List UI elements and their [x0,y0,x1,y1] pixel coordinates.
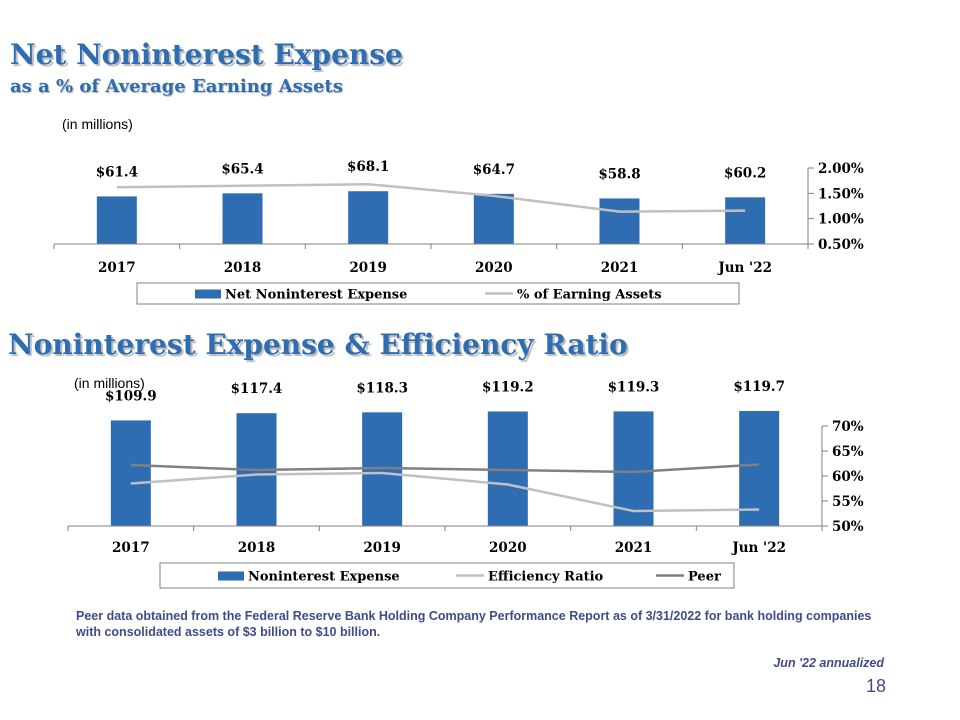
chart2-bar [739,411,780,526]
chart1-legend-label: % of Earning Assets [517,288,662,303]
chart1-bar-label: $60.2 [724,165,766,181]
chart2-y-right-tick-label: 50% [832,519,864,535]
chart1-bar [222,193,263,244]
chart2-category-label: 2020 [489,540,527,556]
chart1-bar [725,197,766,244]
chart1-units-label: (in millions) [62,116,133,132]
chart2-legend-label: Noninterest Expense [248,570,400,585]
chart1-bar-label: $58.8 [598,166,640,182]
chart2-category-label: 2018 [238,540,276,556]
chart1-bar-label: $65.4 [221,161,263,177]
chart2-category-label: 2021 [615,540,653,556]
chart1-category-label: 2020 [475,260,513,276]
chart1-category-label: 2018 [224,260,262,276]
chart1-legend-label: Net Noninterest Expense [225,288,407,303]
chart1-bar-label: $61.4 [96,164,138,180]
chart2-bar-label: $109.9 [105,388,157,404]
chart1-bar [96,196,137,244]
chart1-bar [473,193,514,244]
chart1-y-right-tick-label: 2.00% [818,161,864,177]
chart1-legend-swatch-bar [195,289,221,299]
chart1-category-label: 2017 [98,260,136,276]
chart2-units-label: (in millions) [74,375,145,391]
chart2-bar-label: $119.2 [482,379,534,395]
chart2-legend-label: Efficiency Ratio [488,570,604,585]
page-number: 18 [865,676,886,696]
chart2-y-right-tick-label: 65% [832,444,864,460]
chart1-category-label: 2019 [349,260,387,276]
chart1-series-line-1 [116,182,746,213]
chart2-y-right-tick-label: 55% [832,494,864,510]
chart2-series-line-2 [130,463,760,474]
chart2-legend-swatch-bar [218,571,244,581]
chart1-legend [136,282,740,305]
chart1-category-label: 2021 [601,260,639,276]
chart1-bar [348,191,389,244]
chart1-y-right-tick-label: 1.00% [818,212,864,228]
chart1-title: Net Noninterest Expense [10,38,403,71]
chart1-y-right-tick-label: 1.50% [818,186,864,202]
chart2-legend [159,562,735,589]
chart2-bar-label: $119.7 [733,379,785,395]
chart1-y-right-tick-label: 0.50% [818,237,864,253]
chart2-bar [613,411,654,526]
chart2-series-line-1 [130,471,760,513]
chart1-bar-label: $68.1 [347,159,389,175]
chart2-bar-label: $118.3 [356,380,408,396]
annualized-note: Jun '22 annualized [773,656,884,670]
chart2-title: Noninterest Expense & Efficiency Ratio [8,328,628,361]
chart1-bar [599,198,640,244]
chart2-y-right-tick-label: 60% [832,469,864,485]
chart2-bar [110,420,151,526]
chart2-y-right-tick-label: 70% [832,419,864,435]
chart2-bar-label: $117.4 [231,381,283,397]
chart1-category-label: Jun '22 [717,260,772,276]
chart1-bar-label: $64.7 [473,162,515,178]
chart2-legend-label: Peer [688,570,721,585]
chart1-subtitle: as a % of Average Earning Assets [10,76,343,97]
chart2-category-label: Jun '22 [731,540,786,556]
chart2-category-label: 2019 [363,540,401,556]
peer-footnote: Peer data obtained from the Federal Rese… [76,609,872,639]
chart2-category-label: 2017 [112,540,150,556]
chart2-bar-label: $119.3 [608,379,660,395]
